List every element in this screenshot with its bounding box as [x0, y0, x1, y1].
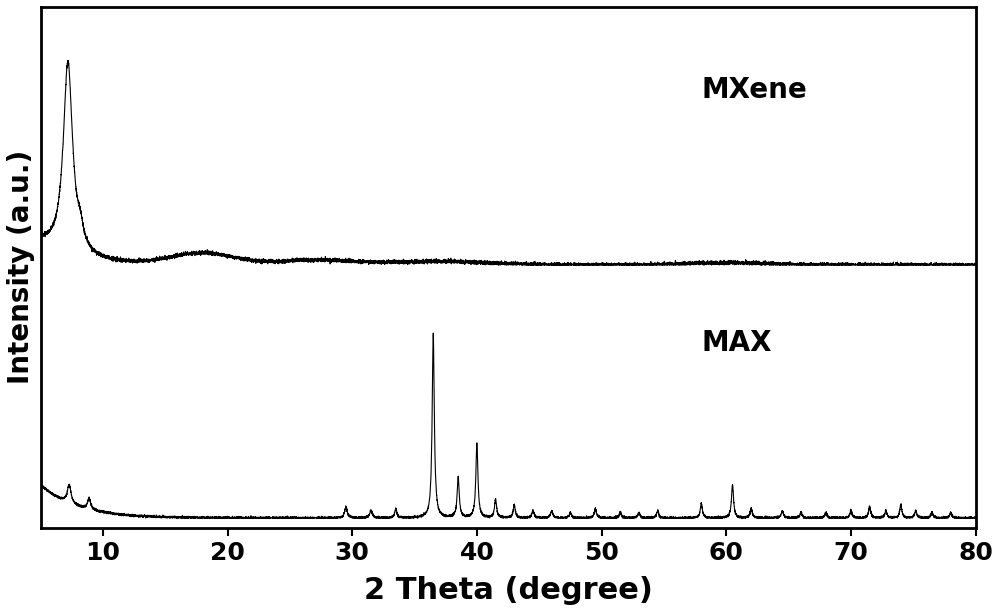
Text: MXene: MXene [701, 76, 807, 103]
Y-axis label: Intensity (a.u.): Intensity (a.u.) [7, 150, 35, 384]
X-axis label: 2 Theta (degree): 2 Theta (degree) [364, 576, 652, 605]
Text: MAX: MAX [701, 329, 772, 357]
